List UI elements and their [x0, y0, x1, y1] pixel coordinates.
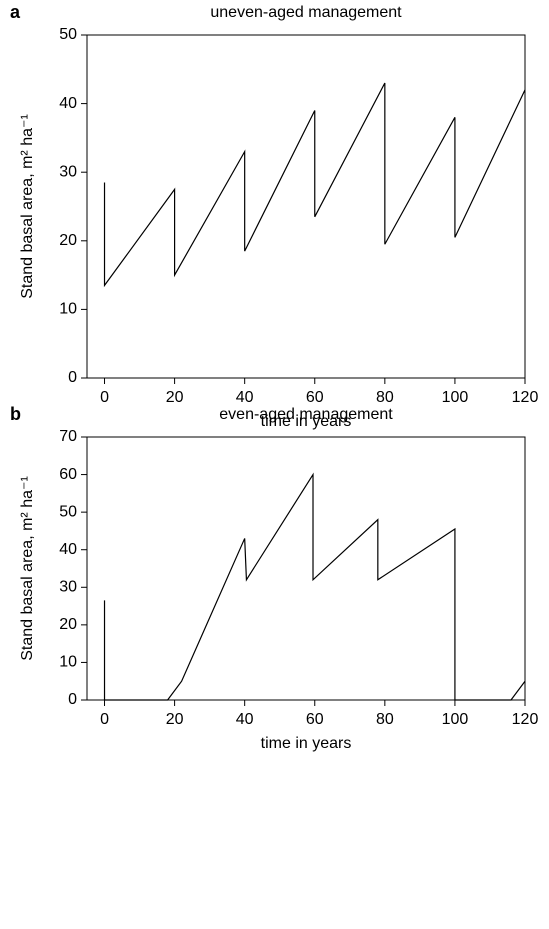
- x-tick-label: 120: [512, 389, 539, 406]
- y-tick-label: 0: [68, 369, 77, 386]
- x-tick-label: 20: [166, 389, 184, 406]
- x-tick-label: 100: [442, 389, 469, 406]
- chart-title: even-aged management: [219, 406, 393, 423]
- y-tick-label: 20: [59, 616, 77, 633]
- y-tick-label: 40: [59, 95, 77, 112]
- x-tick-label: 120: [512, 711, 539, 728]
- panel-label: b: [10, 404, 21, 424]
- x-tick-label: 100: [442, 711, 469, 728]
- x-tick-label: 40: [236, 389, 254, 406]
- y-axis-label: Stand basal area, m² ha⁻¹: [19, 114, 36, 299]
- x-axis-label: time in years: [261, 413, 352, 430]
- y-tick-label: 0: [68, 691, 77, 708]
- x-tick-label: 60: [306, 389, 324, 406]
- data-line: [103, 82, 526, 288]
- x-axis-label: time in years: [261, 735, 352, 752]
- y-tick-label: 70: [59, 428, 77, 445]
- y-tick-label: 40: [59, 541, 77, 558]
- y-axis-label: Stand basal area, m² ha⁻¹: [19, 476, 36, 661]
- y-tick-label: 50: [59, 26, 77, 43]
- y-tick-label: 60: [59, 466, 77, 483]
- x-tick-label: 40: [236, 711, 254, 728]
- data-line: [103, 472, 526, 701]
- x-tick-label: 0: [100, 711, 109, 728]
- y-tick-label: 30: [59, 579, 77, 596]
- x-tick-label: 60: [306, 711, 324, 728]
- y-tick-label: 20: [59, 232, 77, 249]
- x-tick-label: 80: [376, 389, 394, 406]
- y-tick-label: 50: [59, 503, 77, 520]
- x-tick-label: 0: [100, 389, 109, 406]
- x-tick-label: 80: [376, 711, 394, 728]
- y-tick-label: 10: [59, 654, 77, 671]
- x-tick-label: 20: [166, 711, 184, 728]
- plot-frame: [86, 34, 526, 379]
- y-tick-label: 10: [59, 301, 77, 318]
- chart-title: uneven-aged management: [210, 4, 402, 21]
- y-tick-label: 30: [59, 163, 77, 180]
- panel-label: a: [10, 2, 21, 22]
- plot-frame: [86, 436, 526, 701]
